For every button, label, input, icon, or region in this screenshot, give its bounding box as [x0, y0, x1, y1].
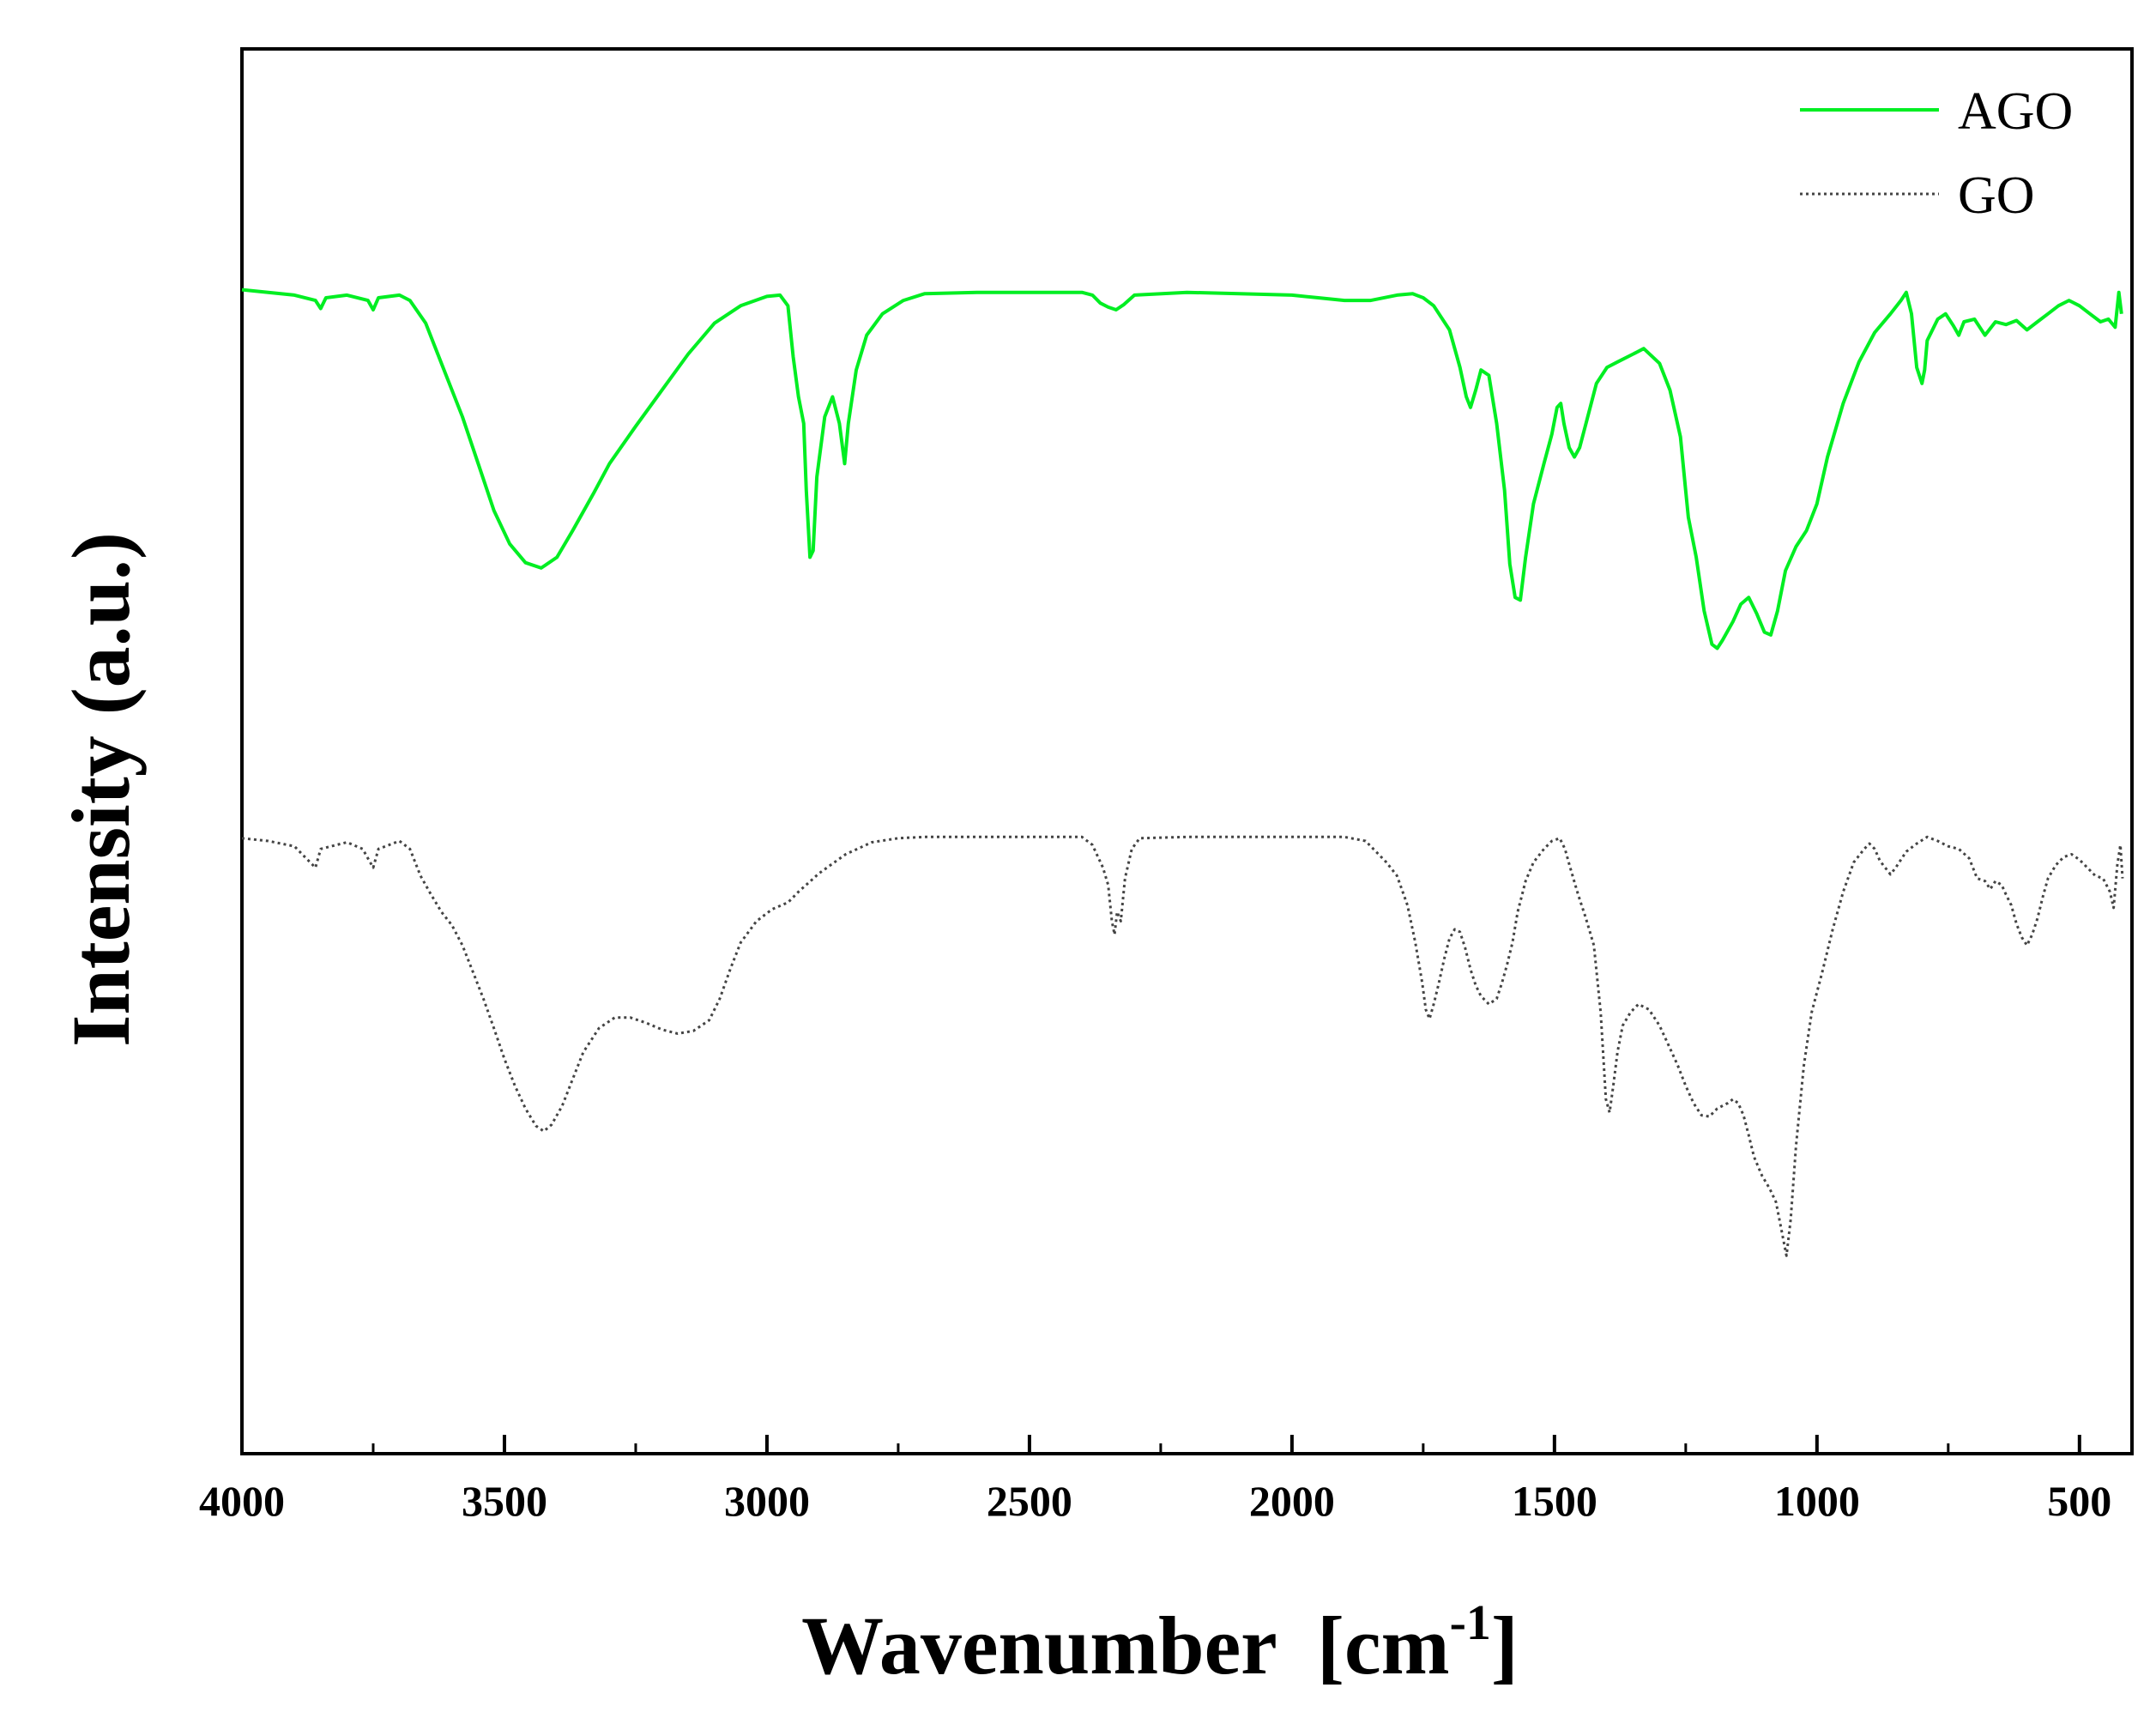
x-tick-label: 2500 [987, 1477, 1072, 1525]
legend: AGO GO [1800, 82, 2073, 225]
legend-label-go: GO [1958, 166, 2035, 225]
tick-layer [240, 1435, 2081, 1454]
x-axis-title-main: Wavenumber [cm [801, 1600, 1449, 1691]
x-tick-label: 500 [2047, 1477, 2111, 1525]
x-tick-label: 4000 [199, 1477, 285, 1525]
x-axis-title-end: ] [1491, 1600, 1519, 1691]
x-tick-label: 1500 [1512, 1477, 1597, 1525]
series-line-ago [241, 287, 2123, 650]
y-axis-title: Intensity (a.u.) [55, 532, 147, 1047]
x-tick-label: 2000 [1249, 1477, 1335, 1525]
x-tick-label: 3000 [724, 1477, 810, 1525]
tick-label-layer: 4000 3500 3000 2500 2000 1500 1000 500 [199, 1477, 2111, 1525]
series-layer [241, 287, 2124, 1257]
x-tick-label: 1000 [1774, 1477, 1860, 1525]
x-axis-title-superscript: -1 [1450, 1594, 1491, 1650]
x-tick-label: 3500 [462, 1477, 547, 1525]
x-axis-title: Wavenumber [cm-1] [801, 1594, 1519, 1691]
plot-frame [240, 47, 2134, 1455]
legend-label-ago: AGO [1958, 82, 2073, 141]
